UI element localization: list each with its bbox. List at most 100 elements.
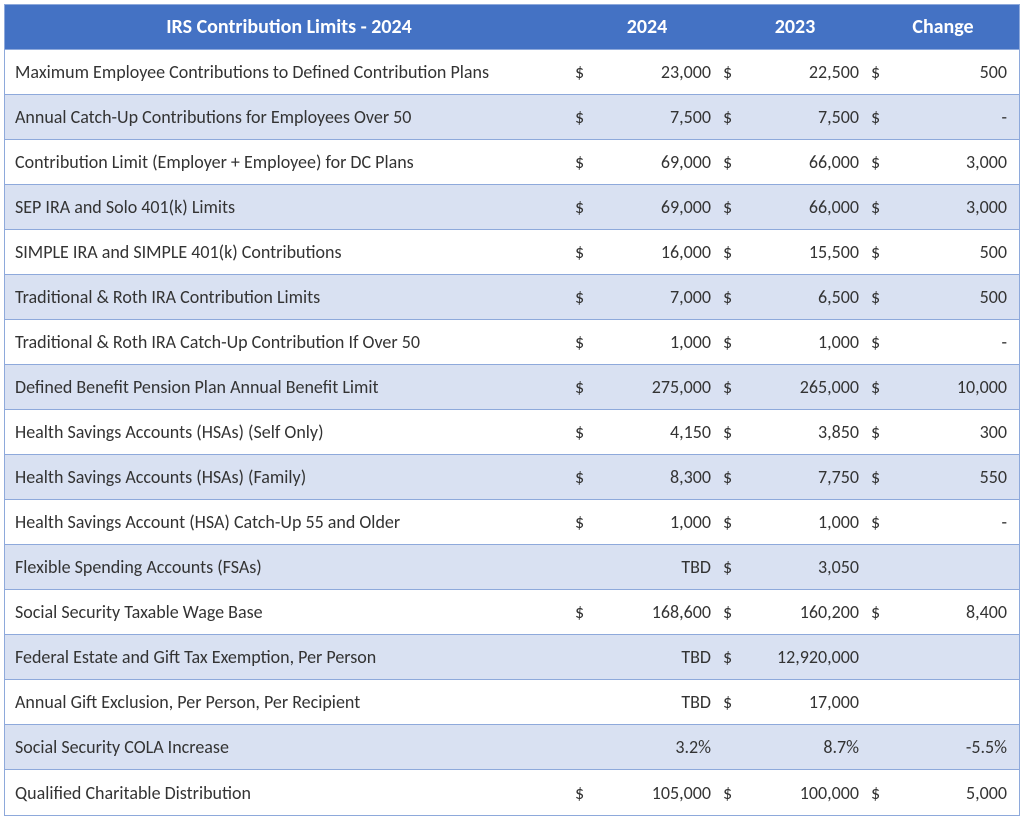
value-2024-currency: $ [573, 61, 593, 83]
value-2023: 160,200 [741, 601, 869, 623]
value-2023-currency: $ [721, 196, 741, 218]
table-header-row: IRS Contribution Limits - 2024 2024 2023… [5, 5, 1019, 50]
value-2024: 275,000 [593, 376, 721, 398]
value-2023: 15,500 [741, 241, 869, 263]
table-row: Annual Gift Exclusion, Per Person, Per R… [5, 680, 1019, 725]
value-change: 10,000 [889, 376, 1017, 398]
value-2024-currency: $ [573, 331, 593, 353]
value-2024: TBD [593, 646, 721, 668]
table-row: Health Savings Accounts (HSAs) (Self Onl… [5, 410, 1019, 455]
row-label: Flexible Spending Accounts (FSAs) [5, 548, 573, 586]
table-row: Qualified Charitable Distribution$105,00… [5, 770, 1019, 815]
header-title: IRS Contribution Limits - 2024 [5, 7, 573, 47]
row-label: Qualified Charitable Distribution [5, 774, 573, 812]
value-2023-currency: $ [721, 466, 741, 488]
table-row: Defined Benefit Pension Plan Annual Bene… [5, 365, 1019, 410]
value-change-currency: $ [869, 511, 889, 533]
value-2023-currency: $ [721, 241, 741, 263]
value-2023: 3,050 [741, 556, 869, 578]
value-change: - [889, 106, 1017, 128]
row-label: Defined Benefit Pension Plan Annual Bene… [5, 368, 573, 406]
value-change-currency: $ [869, 286, 889, 308]
row-label: Contribution Limit (Employer + Employee)… [5, 143, 573, 181]
value-change-currency: $ [869, 601, 889, 623]
value-2023: 7,500 [741, 106, 869, 128]
value-2024: 23,000 [593, 61, 721, 83]
value-2023-currency: $ [721, 331, 741, 353]
value-2023-currency: $ [721, 286, 741, 308]
header-col-2024: 2024 [573, 15, 721, 39]
value-2023: 17,000 [741, 691, 869, 713]
value-2024-currency: $ [573, 106, 593, 128]
row-label: Social Security Taxable Wage Base [5, 593, 573, 631]
value-2023-currency: $ [721, 421, 741, 443]
value-change-currency: $ [869, 421, 889, 443]
value-change: -5.5% [889, 736, 1017, 758]
value-2024: 7,500 [593, 106, 721, 128]
value-2023-currency: $ [721, 61, 741, 83]
value-2024: 105,000 [593, 782, 721, 804]
value-2023: 100,000 [741, 782, 869, 804]
value-change: 550 [889, 466, 1017, 488]
value-change-currency: $ [869, 241, 889, 263]
row-label: Annual Catch-Up Contributions for Employ… [5, 98, 573, 136]
row-label: SEP IRA and Solo 401(k) Limits [5, 188, 573, 226]
table-row: Traditional & Roth IRA Contribution Limi… [5, 275, 1019, 320]
value-2024: 1,000 [593, 511, 721, 533]
value-2024-currency: $ [573, 601, 593, 623]
value-2023-currency: $ [721, 376, 741, 398]
value-2024: TBD [593, 556, 721, 578]
value-change-currency: $ [869, 61, 889, 83]
value-2023: 265,000 [741, 376, 869, 398]
table-row: Health Savings Account (HSA) Catch-Up 55… [5, 500, 1019, 545]
row-label: Federal Estate and Gift Tax Exemption, P… [5, 638, 573, 676]
value-2024-currency: $ [573, 151, 593, 173]
header-col-2023: 2023 [721, 15, 869, 39]
value-change: 5,000 [889, 782, 1017, 804]
value-2023: 12,920,000 [741, 646, 869, 668]
value-change-currency: $ [869, 376, 889, 398]
value-change: 8,400 [889, 601, 1017, 623]
value-2024: 168,600 [593, 601, 721, 623]
value-2023: 66,000 [741, 151, 869, 173]
table-row: Annual Catch-Up Contributions for Employ… [5, 95, 1019, 140]
value-change-currency: $ [869, 196, 889, 218]
row-label: Traditional & Roth IRA Contribution Limi… [5, 278, 573, 316]
value-change-currency: $ [869, 782, 889, 804]
value-2024-currency: $ [573, 782, 593, 804]
table-row: Social Security Taxable Wage Base$168,60… [5, 590, 1019, 635]
table-row: Contribution Limit (Employer + Employee)… [5, 140, 1019, 185]
value-2024-currency: $ [573, 286, 593, 308]
value-2023-currency: $ [721, 691, 741, 713]
table-row: Traditional & Roth IRA Catch-Up Contribu… [5, 320, 1019, 365]
value-change: 500 [889, 286, 1017, 308]
value-change: 500 [889, 241, 1017, 263]
row-label: Annual Gift Exclusion, Per Person, Per R… [5, 683, 573, 721]
value-2024: 16,000 [593, 241, 721, 263]
value-2024: 3.2% [593, 736, 721, 758]
value-change: 500 [889, 61, 1017, 83]
row-label: Health Savings Accounts (HSAs) (Family) [5, 458, 573, 496]
row-label: Maximum Employee Contributions to Define… [5, 53, 573, 91]
value-change: 3,000 [889, 151, 1017, 173]
table-row: Health Savings Accounts (HSAs) (Family) $… [5, 455, 1019, 500]
row-label: SIMPLE IRA and SIMPLE 401(k) Contributio… [5, 233, 573, 271]
row-label: Health Savings Account (HSA) Catch-Up 55… [5, 503, 573, 541]
value-2024-currency: $ [573, 511, 593, 533]
value-change-currency: $ [869, 331, 889, 353]
value-2023-currency: $ [721, 151, 741, 173]
table-row: SIMPLE IRA and SIMPLE 401(k) Contributio… [5, 230, 1019, 275]
value-2023: 66,000 [741, 196, 869, 218]
value-2024: 4,150 [593, 421, 721, 443]
value-2024-currency: $ [573, 196, 593, 218]
irs-limits-table: IRS Contribution Limits - 2024 2024 2023… [4, 4, 1020, 816]
value-2023: 22,500 [741, 61, 869, 83]
value-2023: 1,000 [741, 511, 869, 533]
value-2024: 69,000 [593, 196, 721, 218]
value-2023: 7,750 [741, 466, 869, 488]
table-row: Flexible Spending Accounts (FSAs)TBD$3,0… [5, 545, 1019, 590]
value-2024: 7,000 [593, 286, 721, 308]
value-2023-currency: $ [721, 601, 741, 623]
value-change: - [889, 331, 1017, 353]
value-2024: TBD [593, 691, 721, 713]
